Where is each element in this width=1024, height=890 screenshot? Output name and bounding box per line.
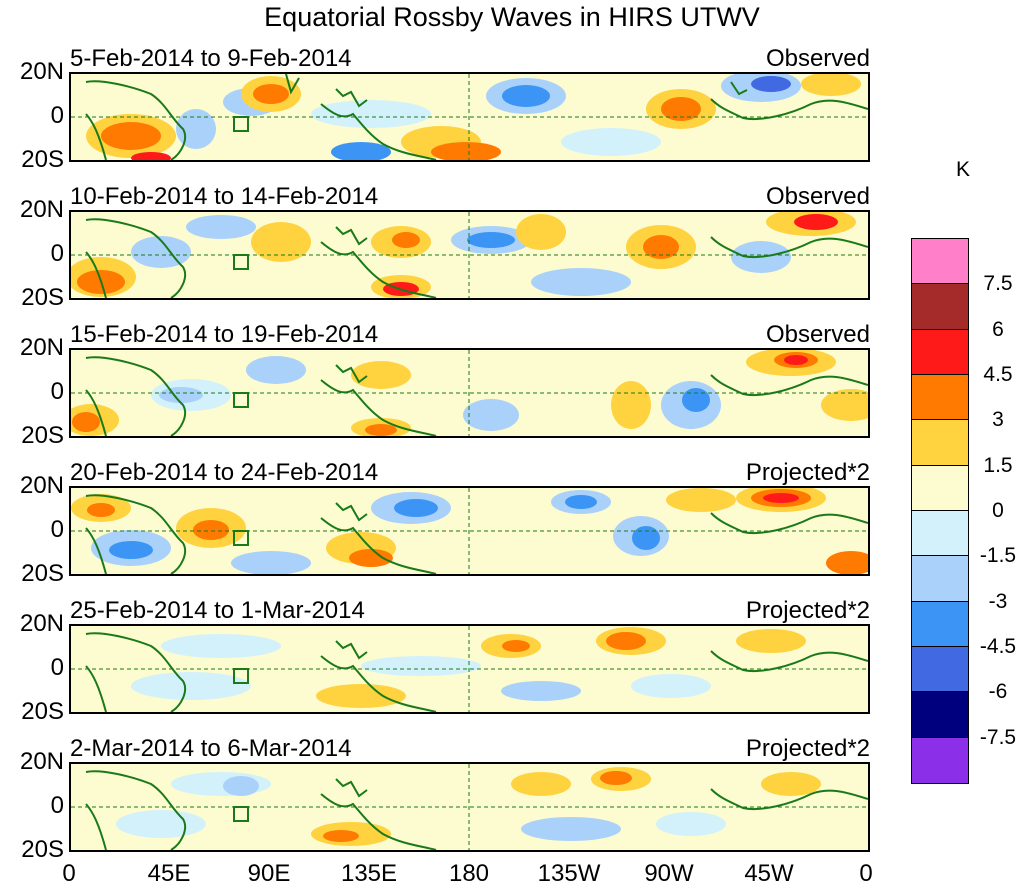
lat-label-20s: 20S [21, 284, 64, 311]
lat-label-equator: 0 [50, 516, 64, 543]
lat-label-20n: 20N [19, 610, 64, 637]
colorbar-swatch [912, 329, 968, 375]
lat-label-20s: 20S [21, 836, 64, 863]
coastlines [85, 356, 868, 436]
map-panel: 25-Feb-2014 to 1-Mar-2014 Projected*2 20… [0, 597, 1024, 736]
panel-type-label: Projected*2 [745, 597, 870, 624]
lat-label-20n: 20N [19, 472, 64, 499]
map-panel: 2-Mar-2014 to 6-Mar-2014 Projected*2 20N… [0, 735, 1024, 874]
lat-label-20s: 20S [21, 146, 64, 173]
lon-label: 180 [448, 860, 490, 887]
anomaly-field [71, 212, 856, 298]
colorbar-swatch [912, 556, 968, 602]
lat-label-equator: 0 [50, 102, 64, 129]
anomaly-field [86, 74, 861, 160]
lon-label: 90W [644, 860, 694, 887]
anomaly-map [69, 348, 870, 438]
map-panel: 20-Feb-2014 to 24-Feb-2014 Projected*2 2… [0, 459, 1024, 598]
colorbar-tick-label: -4.5 [979, 635, 1017, 658]
lon-label: 0 [62, 860, 76, 887]
coastlines [85, 632, 868, 712]
anomaly-map [69, 72, 870, 162]
panel-type-label: Projected*2 [745, 735, 870, 762]
colorbar-swatch [912, 737, 968, 783]
anomaly-map [69, 624, 870, 714]
anomaly-map [69, 486, 870, 576]
lat-label-equator: 0 [50, 792, 64, 819]
colorbar-tick-label: 6 [992, 317, 1004, 341]
panel-date-label: 5-Feb-2014 to 9-Feb-2014 [70, 45, 352, 72]
figure-title: Equatorial Rossby Waves in HIRS UTWV [264, 2, 760, 32]
map-panel: 10-Feb-2014 to 14-Feb-2014 Observed 20N … [0, 183, 1024, 322]
lat-label-equator: 0 [50, 654, 64, 681]
anomaly-field [116, 767, 821, 846]
lat-label-20s: 20S [21, 698, 64, 725]
panel-date-label: 15-Feb-2014 to 19-Feb-2014 [70, 321, 379, 348]
anomaly-field [71, 488, 868, 574]
colorbar-tick-label: -6 [988, 680, 1008, 704]
colorbar-tick-label: 1.5 [983, 453, 1013, 477]
panel-date-label: 20-Feb-2014 to 24-Feb-2014 [70, 459, 379, 486]
lat-label-20s: 20S [21, 560, 64, 587]
coastlines [85, 494, 868, 574]
map-panel: 15-Feb-2014 to 19-Feb-2014 Observed 20N … [0, 321, 1024, 460]
colorbar-tick-label: 7.5 [983, 272, 1013, 296]
lat-label-20n: 20N [19, 334, 64, 361]
colorbar-tick-label: -1.5 [979, 544, 1017, 568]
colorbar [911, 238, 969, 784]
colorbar-swatch [912, 510, 968, 557]
lon-label: 90E [247, 860, 291, 887]
panel-date-label: 2-Mar-2014 to 6-Mar-2014 [70, 735, 352, 762]
panel-type-label: Projected*2 [745, 459, 870, 486]
colorbar-swatch [912, 646, 968, 693]
panel-type-label: Observed [765, 45, 870, 72]
colorbar-swatch [912, 465, 968, 511]
lon-label: 0 [859, 860, 873, 887]
colorbar-tick-label: -7.5 [979, 725, 1017, 749]
colorbar-swatch [912, 692, 968, 738]
lat-label-equator: 0 [50, 378, 64, 405]
lat-label-20n: 20N [19, 748, 64, 775]
lat-label-20n: 20N [19, 196, 64, 223]
colorbar-tick-label: 0 [992, 499, 1004, 522]
lon-label: 135W [537, 860, 601, 887]
map-panel: 5-Feb-2014 to 9-Feb-2014 Observed 20N 0 … [0, 45, 1024, 184]
lon-label: 45W [744, 860, 794, 887]
lat-label-20s: 20S [21, 422, 64, 449]
colorbar-tick-label: 3 [992, 408, 1004, 432]
colorbar-swatch [912, 239, 968, 285]
anomaly-field [131, 627, 806, 708]
panel-type-label: Observed [765, 183, 870, 210]
panel-date-label: 10-Feb-2014 to 14-Feb-2014 [70, 183, 379, 210]
coastlines [85, 74, 868, 160]
anomaly-map [69, 210, 870, 300]
colorbar-units: K [956, 158, 971, 181]
lon-label: 135E [340, 860, 398, 887]
lon-label: 45E [147, 860, 191, 887]
colorbar-tick-label: -3 [988, 589, 1008, 613]
coastlines [85, 770, 868, 850]
panel-type-label: Observed [765, 321, 870, 348]
colorbar-swatch [912, 601, 968, 647]
lat-label-equator: 0 [50, 240, 64, 267]
colorbar-tick-label: 4.5 [983, 363, 1013, 386]
anomaly-map [69, 762, 870, 852]
colorbar-swatch [912, 374, 968, 421]
panel-date-label: 25-Feb-2014 to 1-Mar-2014 [70, 597, 365, 624]
lat-label-20n: 20N [19, 58, 64, 85]
colorbar-swatch [912, 420, 968, 466]
colorbar-swatch [912, 284, 968, 330]
